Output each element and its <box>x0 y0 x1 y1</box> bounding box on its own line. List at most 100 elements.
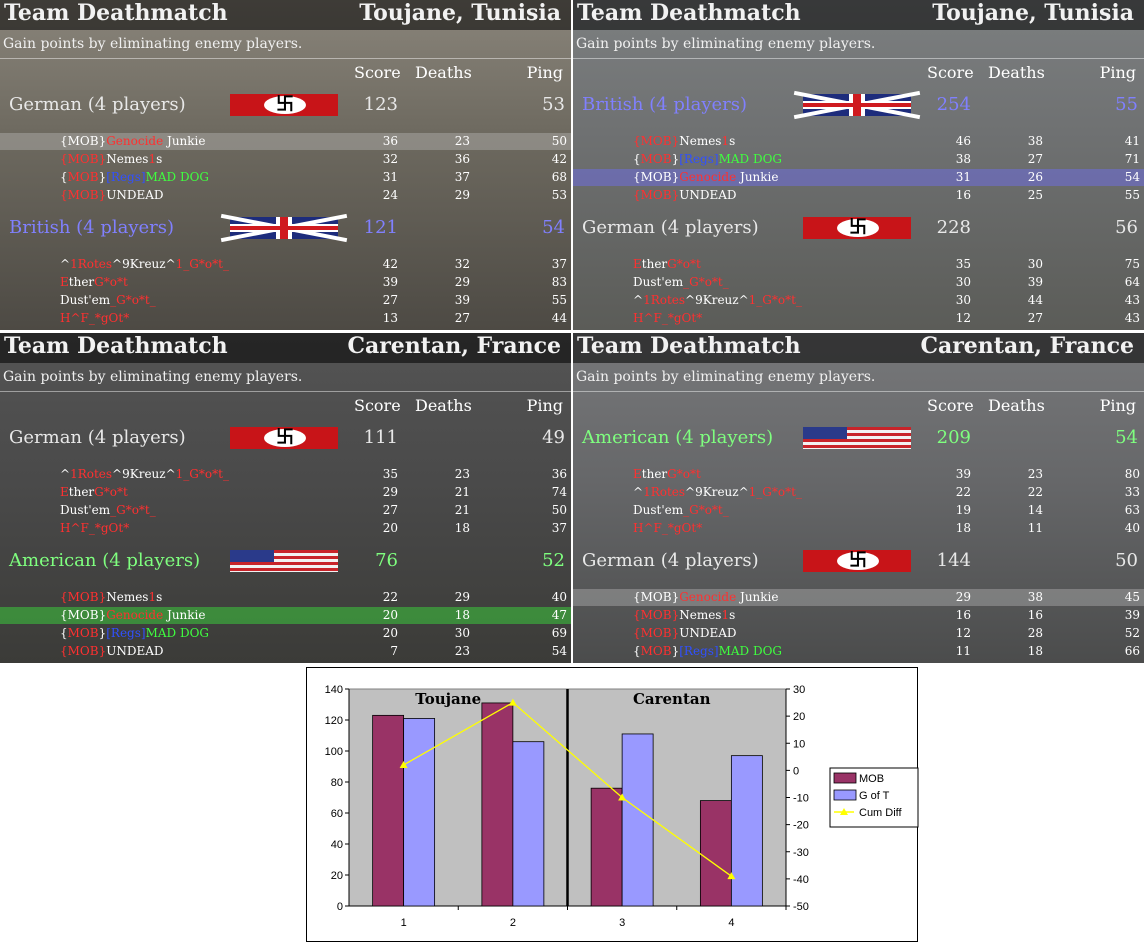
x-tick-label: 3 <box>619 917 625 929</box>
left-tick-label: 0 <box>337 901 343 913</box>
name-segment: E <box>633 257 642 271</box>
name-segment: } <box>98 626 107 640</box>
player-deaths: 39 <box>454 293 470 307</box>
player-score: 12 <box>955 626 971 640</box>
name-segment: ^ <box>738 485 749 499</box>
name-segment: UNDEAD <box>106 188 164 202</box>
player-deaths: 29 <box>454 590 470 604</box>
header-divider <box>573 391 1144 392</box>
player-ping: 71 <box>1124 152 1140 166</box>
swastika-icon: 卐 <box>276 94 294 115</box>
name-segment: Junkie <box>163 608 206 622</box>
player-row: Dust'em_G*o*t_ 27 21 50 <box>0 502 571 519</box>
player-deaths: 23 <box>1027 467 1043 481</box>
us-flag-icon <box>803 427 911 449</box>
map-name: Toujane, Tunisia <box>359 0 561 26</box>
team-score: 209 <box>936 427 971 448</box>
player-name: H^F_*gOt* <box>633 311 702 325</box>
name-segment: 1Rotes <box>643 485 686 499</box>
player-row: ^1Rotes^9Kreuz^1_G*o*t_ 42 32 37 <box>0 256 571 273</box>
union-jack-flag-icon <box>220 213 348 243</box>
player-ping: 40 <box>1124 521 1140 535</box>
bar-mob <box>699 800 732 907</box>
player-name: EtherG*o*t <box>60 485 128 499</box>
name-segment: Dust'em <box>60 503 111 517</box>
name-segment: Genocide <box>679 590 737 604</box>
player-name: H^F_*gOt* <box>633 521 702 535</box>
player-deaths: 23 <box>454 644 470 658</box>
name-segment: { <box>633 644 641 658</box>
name-segment: MAD DOG <box>718 152 783 166</box>
column-header-deaths: Deaths <box>415 396 472 415</box>
right-tick-label: 0 <box>793 765 799 777</box>
team-row: German (4 players) 卐 228 56 <box>573 215 1144 243</box>
player-row: H^F_*gOt* 12 27 43 <box>573 310 1144 327</box>
scoreboard-panel: Team Deathmatch Carentan, France Gain poin… <box>0 333 571 663</box>
score-chart: 0 20 40 60 80 100 120 140 -50 -40 -30 -20 -10 0 10 20 30… <box>306 667 919 942</box>
flag-disc <box>837 552 879 570</box>
player-deaths: 27 <box>1027 311 1043 325</box>
player-row: Dust'em_G*o*t_ 19 14 63 <box>573 502 1144 519</box>
player-name: {MOB}[Regs]MAD DOG <box>633 152 782 166</box>
player-row: {MOB}UNDEAD 7 23 54 <box>0 643 571 660</box>
legend-label: MOB <box>859 773 884 785</box>
player-score: 16 <box>955 188 971 202</box>
player-ping: 64 <box>1124 275 1140 289</box>
line-marker <box>399 760 408 768</box>
left-tick-label: 100 <box>325 746 343 758</box>
player-score: 27 <box>382 503 398 517</box>
name-segment: _G*o*t_ <box>683 275 729 289</box>
name-segment: {MOB} <box>60 608 107 622</box>
line-cum-diff <box>403 701 732 877</box>
name-segment: {MOB} <box>633 170 680 184</box>
player-name: H^F_*gOt* <box>60 311 129 325</box>
player-name: Dust'em_G*o*t_ <box>633 275 729 289</box>
player-deaths: 25 <box>1027 188 1043 202</box>
map-name: Carentan, France <box>920 333 1134 359</box>
name-segment: E <box>633 467 642 481</box>
player-row: {MOB}Genocide Junkie 31 26 54 <box>573 169 1144 186</box>
name-segment: ^ <box>738 293 749 307</box>
name-segment: H^F_ <box>60 521 95 535</box>
swastika-flag-icon: 卐 <box>230 94 338 116</box>
name-segment: *gOt* <box>667 311 703 325</box>
legend-label: Cum Diff <box>859 807 903 819</box>
player-name: {MOB}[Regs]MAD DOG <box>60 170 209 184</box>
name-segment: Junkie <box>163 134 206 148</box>
player-row: {MOB}[Regs]MAD DOG 31 37 68 <box>0 169 571 186</box>
name-segment: s <box>729 608 736 622</box>
column-header-ping: Ping <box>1099 63 1136 82</box>
player-ping: 36 <box>551 467 567 481</box>
name-segment: G*o*t <box>94 275 128 289</box>
player-row: {MOB}Nemes1s 22 29 40 <box>0 589 571 606</box>
player-ping: 53 <box>551 188 567 202</box>
player-name: ^1Rotes^9Kreuz^1_G*o*t_ <box>60 467 229 481</box>
player-ping: 43 <box>1124 311 1140 325</box>
team-row: American (4 players) 209 54 <box>573 425 1144 453</box>
team-score: 111 <box>363 427 398 448</box>
player-name: {MOB}[Regs]MAD DOG <box>633 644 782 658</box>
name-segment: {MOB} <box>60 644 107 658</box>
name-segment: {MOB} <box>60 152 107 166</box>
player-row: H^F_*gOt* 18 11 40 <box>573 520 1144 537</box>
name-segment: E <box>60 275 69 289</box>
name-segment: ^ <box>112 467 123 481</box>
column-header-score: Score <box>354 63 401 82</box>
column-header-deaths: Deaths <box>988 63 1045 82</box>
team-score: 121 <box>363 217 398 238</box>
player-ping: 63 <box>1124 503 1140 517</box>
swastika-flag-icon: 卐 <box>803 550 911 572</box>
player-score: 32 <box>382 152 398 166</box>
team-name: German (4 players) <box>9 94 186 115</box>
player-row: {MOB}[Regs]MAD DOG 11 18 66 <box>573 643 1144 660</box>
team-ping: 55 <box>1115 94 1138 115</box>
player-ping: 37 <box>551 257 567 271</box>
name-segment: s <box>156 152 163 166</box>
player-ping: 54 <box>1124 170 1140 184</box>
player-name: Dust'em_G*o*t_ <box>633 503 729 517</box>
scoreboard-panel: Team Deathmatch Toujane, Tunisia Gain poin… <box>573 0 1144 330</box>
player-row: Dust'em_G*o*t_ 27 39 55 <box>0 292 571 309</box>
player-row: ^1Rotes^9Kreuz^1_G*o*t_ 35 23 36 <box>0 466 571 483</box>
player-name: {MOB}UNDEAD <box>60 644 164 658</box>
player-deaths: 29 <box>454 275 470 289</box>
